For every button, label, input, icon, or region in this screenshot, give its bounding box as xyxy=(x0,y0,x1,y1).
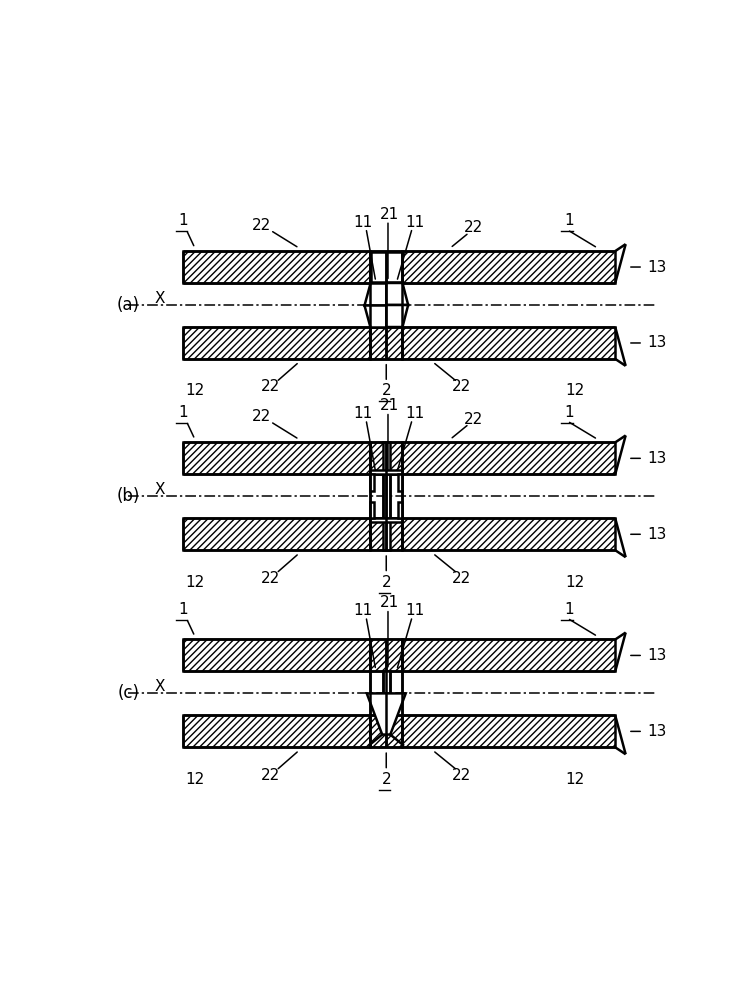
Bar xyxy=(183,442,370,474)
Text: 21: 21 xyxy=(379,595,399,610)
Text: 12: 12 xyxy=(565,575,584,590)
Text: 12: 12 xyxy=(186,575,204,590)
Text: 22: 22 xyxy=(464,412,482,427)
Bar xyxy=(398,502,402,518)
Text: 1: 1 xyxy=(564,213,574,228)
Bar xyxy=(370,327,402,359)
Text: 12: 12 xyxy=(186,772,204,787)
Text: 13: 13 xyxy=(647,451,666,466)
Text: 13: 13 xyxy=(647,527,666,542)
Bar xyxy=(370,474,375,491)
Text: X: X xyxy=(155,291,165,306)
Text: 11: 11 xyxy=(405,215,425,230)
Bar xyxy=(370,502,375,518)
Bar xyxy=(402,327,615,359)
Polygon shape xyxy=(364,283,386,305)
Bar xyxy=(183,327,370,359)
Bar xyxy=(370,518,402,522)
Polygon shape xyxy=(364,305,386,327)
Text: 11: 11 xyxy=(354,215,373,230)
Text: 22: 22 xyxy=(464,220,482,235)
Text: 22: 22 xyxy=(261,768,280,783)
Text: 2: 2 xyxy=(381,772,391,787)
Bar xyxy=(370,251,402,283)
Text: 21: 21 xyxy=(379,398,399,413)
Text: 22: 22 xyxy=(452,768,471,783)
Bar xyxy=(402,442,615,474)
Text: 22: 22 xyxy=(261,379,280,394)
Text: 13: 13 xyxy=(647,648,666,663)
Text: 12: 12 xyxy=(565,772,584,787)
Text: X: X xyxy=(155,482,165,497)
Polygon shape xyxy=(386,283,408,305)
Text: 2: 2 xyxy=(381,575,391,590)
Text: 12: 12 xyxy=(186,383,204,398)
Polygon shape xyxy=(386,305,408,327)
Bar xyxy=(398,474,402,491)
Bar xyxy=(402,518,615,550)
Text: 22: 22 xyxy=(452,379,471,394)
Text: 13: 13 xyxy=(647,724,666,739)
Bar xyxy=(183,639,370,671)
Text: 11: 11 xyxy=(405,406,425,421)
Text: 13: 13 xyxy=(647,260,666,275)
Polygon shape xyxy=(367,693,405,735)
Text: 1: 1 xyxy=(564,405,574,420)
Text: (a): (a) xyxy=(117,296,140,314)
Text: 22: 22 xyxy=(452,571,471,586)
Text: 11: 11 xyxy=(405,603,425,618)
Text: 21: 21 xyxy=(379,207,399,222)
Text: 2: 2 xyxy=(381,383,391,398)
Bar xyxy=(370,442,402,474)
Text: 1: 1 xyxy=(564,602,574,617)
Bar xyxy=(183,715,370,747)
Text: X: X xyxy=(155,679,165,694)
Text: 1: 1 xyxy=(179,213,188,228)
Text: 12: 12 xyxy=(565,383,584,398)
Bar xyxy=(370,296,402,326)
Bar xyxy=(370,639,402,671)
Bar xyxy=(370,715,402,747)
Bar xyxy=(183,251,370,283)
Bar xyxy=(402,715,615,747)
Text: 13: 13 xyxy=(647,335,666,350)
Bar xyxy=(383,442,390,550)
Text: 1: 1 xyxy=(179,602,188,617)
Text: (c): (c) xyxy=(117,684,139,702)
Text: 22: 22 xyxy=(252,218,272,233)
Bar xyxy=(402,639,615,671)
Text: 11: 11 xyxy=(354,406,373,421)
Text: 1: 1 xyxy=(179,405,188,420)
Bar xyxy=(402,251,615,283)
Bar xyxy=(370,518,402,550)
Bar xyxy=(370,470,402,474)
Text: (b): (b) xyxy=(117,487,140,505)
Bar xyxy=(383,671,390,693)
Bar xyxy=(183,518,370,550)
Text: 22: 22 xyxy=(261,571,280,586)
Bar xyxy=(370,252,402,282)
Text: 11: 11 xyxy=(354,603,373,618)
Text: 22: 22 xyxy=(252,409,272,424)
